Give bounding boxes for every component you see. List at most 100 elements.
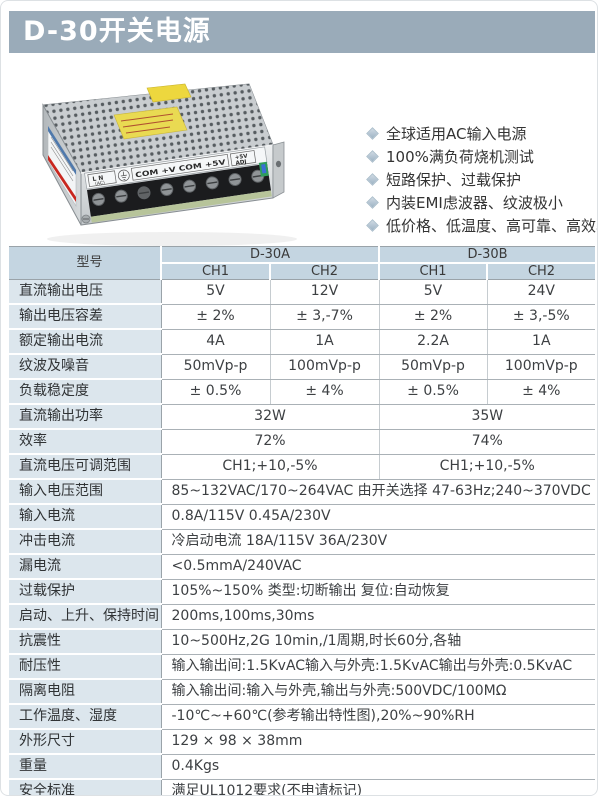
spec-value: 100mVp-p [486,354,596,380]
table-row: 外形尺寸 129 × 98 × 38mm [9,729,596,755]
spec-value: 74% [378,429,596,455]
terminal-label-strip [84,146,268,190]
side-info-label [47,124,77,208]
feature-text: 100%满负荷烧机测试 [386,148,534,166]
spec-table: 型号 D-30A D-30B CH1 CH2 CH1 CH2 直流输出电压 5V… [9,246,596,795]
spec-value: 满足UL1012要求(不申请标记) [160,779,596,795]
spec-label: 工作温度、湿度 [9,704,161,730]
terminal-block [87,163,271,217]
table-row: 耐压性 输入输出间:1.5KvAC输入与外壳:1.5KvAC输出与外壳:0.5K… [9,654,596,680]
diamond-bullet-icon [366,219,379,232]
feature-list: 全球适用AC输入电源 100%满负荷烧机测试 短路保护、过载保护 内装EMI虑波… [366,122,598,237]
spec-value: 4A [160,329,270,355]
channel-header: CH1 [160,263,270,280]
feature-text: 全球适用AC输入电源 [386,125,527,143]
front-edge-highlight [80,144,274,174]
spec-value: <0.5mmA/240VAC [160,554,596,580]
diamond-bullet-icon [366,173,379,186]
table-row: 安全标准 满足UL1012要求(不申请标记) [9,779,596,795]
table-row: 输出电压容差 ± 2% ± 3,-7% ± 2% ± 3,-5% [9,304,596,330]
table-row: 输入电压范围 85~132VAC/170~264VAC 由开关选择 47-63H… [9,479,596,505]
table-row: 直流输出功率 32W 35W [9,404,596,430]
spec-value: 100mVp-p [269,354,380,380]
spec-label: 冲击电流 [9,529,161,555]
spec-label: 启动、上升、保持时间 [9,604,161,630]
spec-label: 直流输出电压 [9,279,161,305]
table-row: 启动、上升、保持时间 200ms,100ms,30ms [9,604,596,630]
ground-symbol-lines [120,171,127,181]
spec-value: 0.8A/115V 0.45A/230V [160,504,596,530]
table-row: 额定输出电流 4A 1A 2.2A 1A [9,329,596,355]
spec-value: 200ms,100ms,30ms [160,604,596,630]
channel-header: CH2 [268,263,380,280]
terminal-label-ac-sub: (AC) [95,180,106,187]
table-row: 隔离电阻 输入输出间:输入与外壳,输出与外壳:500VDC/100MΩ [9,679,596,705]
page-title: D-30开关电源 [23,16,211,47]
spec-label: 额定输出电流 [9,329,161,355]
pcb-edge [90,190,272,223]
spec-value: ± 3,-5% [486,304,596,330]
spec-value: CH1;+10,-5% [160,454,380,480]
label-print-lines [120,113,174,134]
spec-value: ± 4% [269,379,380,405]
spec-value: 24V [486,279,596,305]
table-row: 纹波及噪音 50mVp-p 100mVp-p 50mVp-p 100mVp-p [9,354,596,380]
spec-value: 85~132VAC/170~264VAC 由开关选择 47-63Hz;240~3… [160,479,596,505]
mounting-flange [272,141,285,199]
table-row: 直流电压可调范围 CH1;+10,-5% CH1;+10,-5% [9,454,596,480]
flange-hole [275,160,282,168]
feature-item: 全球适用AC输入电源 [366,122,596,145]
spec-label: 重量 [9,754,161,780]
adj-label-box [229,150,257,167]
table-row: 漏电流 <0.5mmA/240VAC [9,554,596,580]
spec-label: 抗震性 [9,629,161,655]
table-header-row-channels: CH1 CH2 CH1 CH2 [9,263,596,280]
spec-value: -10℃~+60℃(参考输出特性图),20%~90%RH [160,704,596,730]
table-row: 输入电流 0.8A/115V 0.45A/230V [9,504,596,530]
table-row: 过载保护 105%~150% 类型:切断输出 复位:自动恢复 [9,579,596,605]
spec-value: ± 0.5% [160,379,270,405]
terminal-label-adj2: ADJ [235,159,247,167]
side-label-header [48,126,76,175]
spec-label: 直流输出功率 [9,404,161,430]
shadow [47,232,297,246]
spec-value: 0.4Kgs [160,754,596,780]
terminal-label-adj1: +5V [235,153,249,161]
spec-value: 35W [378,404,596,430]
yellow-tab-label [146,83,192,103]
spec-value: 50mVp-p [160,354,270,380]
feature-text: 内装EMI虑波器、纹波极小 [386,194,563,212]
ac-label-box [87,170,117,187]
feature-item: 短路保护、过载保护 [366,168,596,191]
spec-value: ± 3,-7% [269,304,380,330]
output-label-box [130,153,230,181]
spec-label: 隔离电阻 [9,679,161,705]
side-label-red-stripe [48,155,76,202]
terminal-area: L N (AC) COM +V COM +5V +5V ADJ [84,146,272,223]
spec-value: 输入输出间:输入与外壳,输出与外壳:500VDC/100MΩ [160,679,596,705]
spec-value: 50mVp-p [378,354,488,380]
spec-label: 纹波及噪音 [9,354,161,380]
spec-label: 漏电流 [9,554,161,580]
feature-text: 低价格、低温度、高可靠、高效率 [386,217,598,235]
feature-item: 100%满负荷烧机测试 [366,145,596,168]
spec-value: 1A [486,329,596,355]
table-row: 冲击电流 冷启动电流 18A/115V 36A/230V [9,529,596,555]
channel-header: CH1 [378,263,488,280]
spec-value: 5V [378,279,488,305]
table-row: 效率 72% 74% [9,429,596,455]
ground-symbol-icon [117,169,130,182]
title-bar: D-30开关电源 [9,11,595,53]
diamond-bullet-icon [366,150,379,163]
table-row: 工作温度、湿度 -10℃~+60℃(参考输出特性图),20%~90%RH [9,704,596,730]
spec-value: CH1;+10,-5% [378,454,596,480]
diamond-bullet-icon [366,127,379,140]
spec-value: 5V [160,279,270,305]
spec-value: 2.2A [378,329,488,355]
spec-label: 外形尺寸 [9,729,161,755]
diamond-bullet-icon [366,196,379,209]
terminal-label-ac: L N [92,175,104,184]
table-header-row-models: 型号 D-30A D-30B [9,246,596,280]
feature-item: 内装EMI虑波器、纹波极小 [366,191,596,214]
